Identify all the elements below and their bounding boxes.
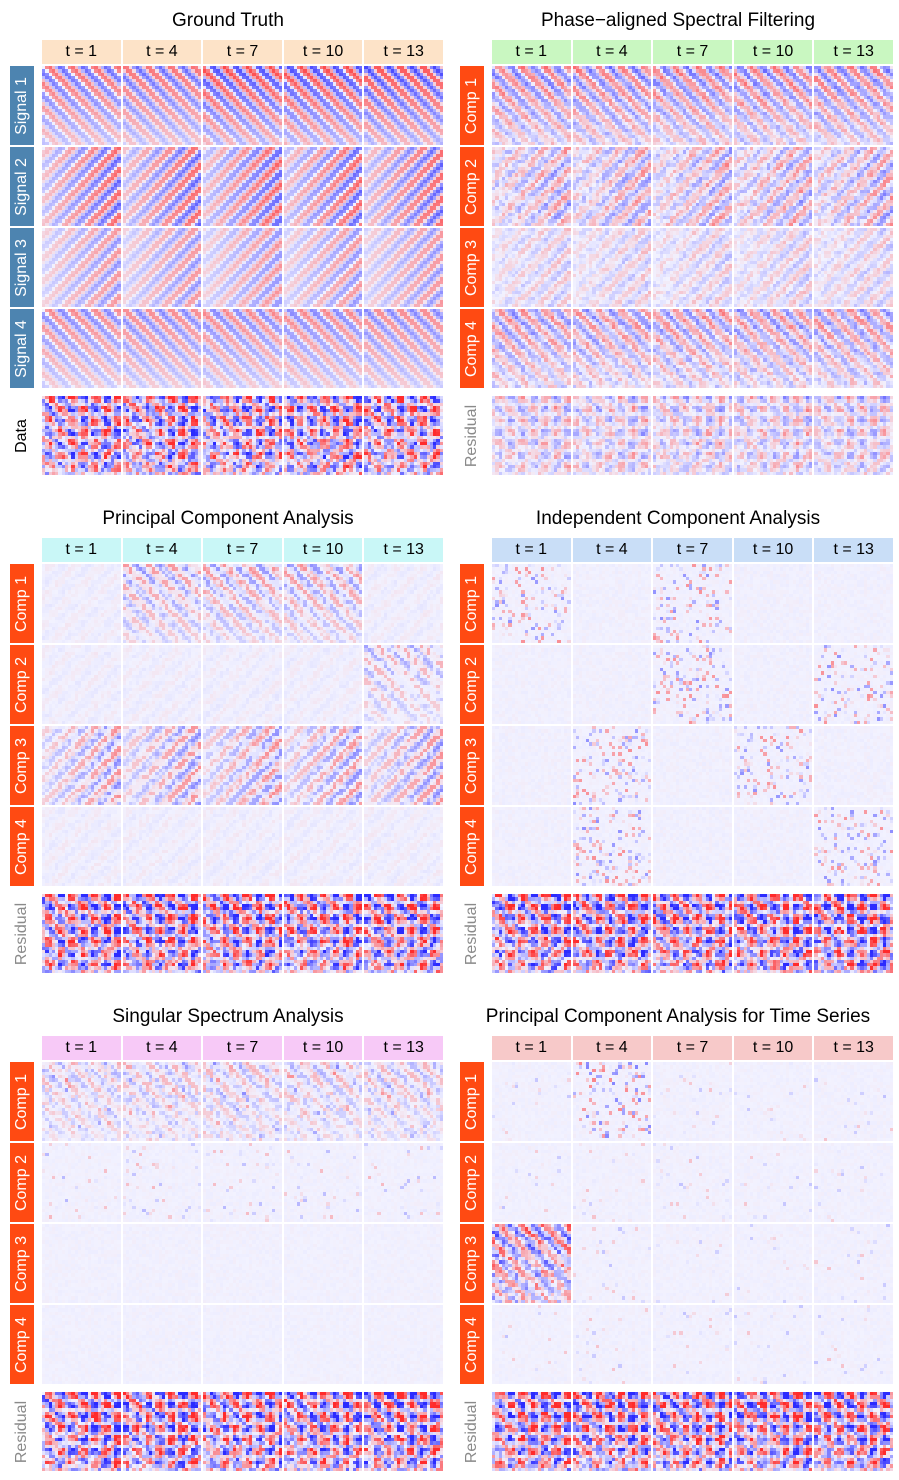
heatmap-pixel — [198, 142, 201, 145]
heatmap-cell — [203, 147, 282, 226]
heatmap-pixel — [279, 142, 282, 145]
time-strip: t = 10 — [284, 40, 363, 64]
time-strip: t = 13 — [364, 40, 443, 64]
row-strip: Signal 1 — [10, 66, 34, 145]
time-strip: t = 4 — [123, 40, 202, 64]
heatmap-pixel — [279, 223, 282, 226]
time-strip: t = 7 — [203, 40, 282, 64]
heatmap-cell — [364, 66, 443, 145]
heatmap-cell — [123, 147, 202, 226]
heatmap-pixel — [117, 142, 120, 145]
row-label: Signal 1 — [13, 77, 31, 135]
row-strip: Signal 2 — [10, 147, 34, 226]
heatmap-cell — [123, 66, 202, 145]
heatmap-cell — [203, 66, 282, 145]
heatmap-pixel — [117, 223, 120, 226]
heatmap-pixel — [198, 223, 201, 226]
panel-title: Ground Truth — [8, 10, 448, 32]
row-label: Signal 2 — [13, 158, 31, 216]
heatmap-pixel — [440, 142, 443, 145]
heatmap-cell — [284, 147, 363, 226]
heatmap-cell — [42, 147, 121, 226]
heatmap-pixel — [359, 142, 362, 145]
heatmap-cell — [284, 66, 363, 145]
time-strip: t = 1 — [42, 40, 121, 64]
heatmap-cell — [42, 66, 121, 145]
